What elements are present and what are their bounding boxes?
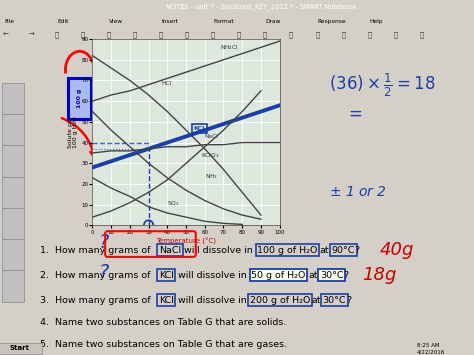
Text: 200 g of H₂O: 200 g of H₂O (250, 296, 310, 305)
Text: ⬜: ⬜ (133, 31, 137, 38)
Text: ⬜: ⬜ (185, 31, 189, 38)
Text: will dissolve in: will dissolve in (184, 246, 253, 255)
Text: ⬜: ⬜ (341, 31, 346, 38)
Text: ⬜: ⬜ (81, 31, 85, 38)
Text: at: at (308, 271, 318, 280)
Text: will dissolve in: will dissolve in (178, 296, 246, 305)
Text: ⬜: ⬜ (237, 31, 241, 38)
Text: ⬜: ⬜ (419, 31, 424, 38)
Text: 4/22/2016: 4/22/2016 (417, 350, 446, 355)
Text: will dissolve in: will dissolve in (178, 271, 246, 280)
Text: Response: Response (318, 19, 346, 24)
Text: Help: Help (370, 19, 383, 24)
Text: Start: Start (10, 345, 30, 351)
Text: $\pm$ 1 or 2: $\pm$ 1 or 2 (329, 185, 387, 199)
Text: Draw: Draw (265, 19, 281, 24)
Text: KClO$_3$: KClO$_3$ (201, 151, 219, 160)
Text: ⬜: ⬜ (315, 31, 319, 38)
Text: ⬜: ⬜ (393, 31, 398, 38)
Text: NH$_4$Cl: NH$_4$Cl (220, 43, 238, 52)
Text: ⬜: ⬜ (159, 31, 163, 38)
X-axis label: Temperature (°C): Temperature (°C) (156, 237, 216, 245)
FancyBboxPatch shape (2, 271, 24, 302)
Text: 40g: 40g (379, 241, 414, 259)
Text: ⬜: ⬜ (55, 31, 59, 38)
FancyBboxPatch shape (68, 78, 91, 119)
Text: ⬜: ⬜ (211, 31, 215, 38)
Text: ?: ? (355, 246, 360, 255)
Text: KCl: KCl (159, 296, 173, 305)
Text: Edit: Edit (57, 19, 68, 24)
FancyBboxPatch shape (2, 176, 24, 208)
Text: 8:25 AM: 8:25 AM (417, 343, 439, 348)
Text: NH$_3$: NH$_3$ (205, 172, 218, 181)
Text: HCl: HCl (162, 81, 172, 86)
Text: ?: ? (344, 271, 349, 280)
Text: 18g: 18g (363, 266, 397, 284)
Text: ?: ? (99, 263, 109, 282)
Text: File: File (5, 19, 15, 24)
Text: at: at (319, 246, 328, 255)
Text: ←: ← (2, 32, 8, 37)
Text: 2.  How many grams of: 2. How many grams of (40, 271, 151, 280)
FancyBboxPatch shape (2, 114, 24, 145)
Text: 50 g of H₂O: 50 g of H₂O (251, 271, 306, 280)
Text: KCl: KCl (159, 271, 173, 280)
Text: Insert: Insert (161, 19, 178, 24)
Text: 30°C: 30°C (322, 296, 346, 305)
Text: ⬜: ⬜ (263, 31, 267, 38)
FancyBboxPatch shape (0, 343, 42, 354)
Text: NOTES - unit 7 - Solutions_KEY_2012 * - SMART Notebook: NOTES - unit 7 - Solutions_KEY_2012 * - … (166, 3, 356, 10)
Text: KCl: KCl (193, 126, 205, 131)
FancyBboxPatch shape (2, 83, 24, 114)
Text: ⬜: ⬜ (367, 31, 372, 38)
Text: ⬜: ⬜ (289, 31, 293, 38)
Text: 30°C: 30°C (320, 271, 344, 280)
FancyBboxPatch shape (2, 208, 24, 239)
Text: NaCl: NaCl (205, 135, 219, 140)
Text: SO$_2$: SO$_2$ (167, 199, 180, 208)
Text: 3.  How many grams of: 3. How many grams of (40, 296, 151, 305)
Text: 5.  Name two substances on Table G that are gases.: 5. Name two substances on Table G that a… (40, 339, 287, 349)
Text: ⬜: ⬜ (107, 31, 111, 38)
Text: 100 g of H₂O: 100 g of H₂O (257, 246, 318, 255)
FancyBboxPatch shape (2, 239, 24, 271)
Text: 1.  How many grams of: 1. How many grams of (40, 246, 151, 255)
Text: View: View (109, 19, 123, 24)
Text: =: = (348, 105, 362, 123)
Text: ?: ? (99, 233, 109, 252)
Text: at: at (311, 296, 321, 305)
Text: NaCl: NaCl (159, 246, 181, 255)
Text: $(36)\times\frac{1}{2}=18$: $(36)\times\frac{1}{2}=18$ (329, 72, 436, 99)
Text: Format: Format (213, 19, 234, 24)
Text: →: → (28, 32, 34, 37)
FancyBboxPatch shape (2, 145, 24, 176)
Text: 90°C: 90°C (332, 246, 355, 255)
Text: 4.  Name two substances on Table G that are solids.: 4. Name two substances on Table G that a… (40, 318, 287, 327)
Y-axis label: Solute per
100 g H₂O: Solute per 100 g H₂O (68, 116, 79, 148)
Text: ?: ? (346, 296, 351, 305)
Text: 100 g: 100 g (77, 88, 82, 108)
